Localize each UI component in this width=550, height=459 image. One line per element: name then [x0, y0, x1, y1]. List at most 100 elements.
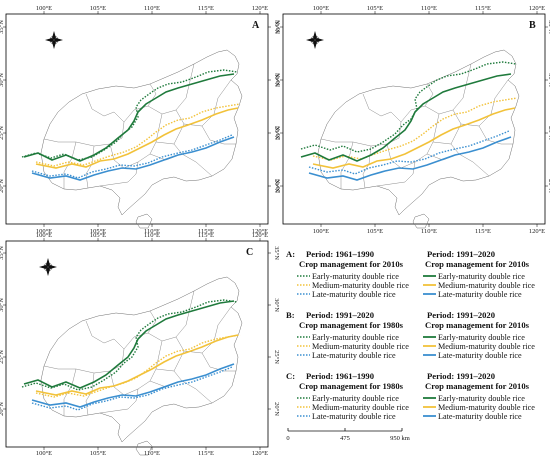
svg-text:Late-maturity double rice: Late-maturity double rice [312, 351, 396, 360]
svg-text:120°E: 120°E [252, 228, 268, 235]
lat-labels-right: 20°N 25°N 30°N 35°N [273, 246, 280, 416]
svg-text:115°E: 115°E [475, 5, 491, 12]
svg-text:Early-maturity double rice: Early-maturity double rice [438, 333, 525, 342]
svg-text:Late-maturity double rice: Late-maturity double rice [438, 351, 522, 360]
svg-text:110°E: 110°E [144, 450, 160, 457]
svg-text:Early-maturity double rice: Early-maturity double rice [438, 272, 525, 281]
svg-text:Early-maturity double rice: Early-maturity double rice [312, 394, 399, 403]
svg-text:35°N: 35°N [0, 20, 5, 34]
legend-period-left: Period: 1991–2020 [306, 310, 374, 320]
lat-labels-left: 20°N 25°N 30°N 35°N [0, 20, 5, 193]
lon-labels-top: 100°E 105°E 110°E 115°E 120°E [313, 5, 545, 12]
axis-ticks [280, 11, 548, 227]
svg-text:100°E: 100°E [313, 5, 329, 12]
svg-text:Medium-maturity double rice: Medium-maturity double rice [312, 281, 409, 290]
svg-text:105°E: 105°E [90, 232, 106, 239]
lat-labels-left: 20°N 25°N 30°N 35°N [0, 246, 5, 416]
svg-text:Late-maturity double rice: Late-maturity double rice [438, 290, 522, 299]
svg-text:30°N: 30°N [275, 73, 282, 87]
lon-labels-top: 100°E 105°E 110°E 115°E 120°E [36, 232, 268, 239]
legend-period-left: Period: 1961–1990 [306, 249, 374, 259]
svg-text:Late-maturity double rice: Late-maturity double rice [312, 290, 396, 299]
legend-letter: B: [286, 310, 295, 320]
svg-text:30°N: 30°N [0, 298, 5, 312]
svg-text:100°E: 100°E [36, 232, 52, 239]
svg-text:25°N: 25°N [547, 126, 550, 140]
panel-b: B 100°E 105°E 110°E 115°E 120°E 100°E 105°E 11… [275, 5, 550, 235]
svg-text:115°E: 115°E [475, 228, 491, 235]
svg-text:Early-maturity double rice: Early-maturity double rice [312, 272, 399, 281]
panel-letter: A [252, 20, 260, 31]
scale-label-475: 475 [340, 435, 350, 442]
svg-text:105°E: 105°E [367, 5, 383, 12]
svg-text:110°E: 110°E [421, 228, 437, 235]
legend-mgmt-left: Crop management for 2010s [299, 259, 404, 269]
svg-text:30°N: 30°N [0, 73, 5, 87]
legend-period-left: Period: 1961–1990 [306, 371, 374, 381]
legend-letter: A: [286, 249, 295, 259]
lat-labels-left: 20°N 25°N 30°N 35°N [275, 20, 282, 193]
lon-labels-top: 100°E 105°E 110°E 115°E 120°E [36, 5, 268, 12]
svg-text:20°N: 20°N [273, 402, 280, 416]
svg-text:30°N: 30°N [273, 298, 280, 312]
svg-text:105°E: 105°E [90, 450, 106, 457]
legend-mgmt-right: Crop management for 2010s [425, 259, 530, 269]
legend-period-right: Period: 1991–2020 [427, 310, 495, 320]
svg-text:110°E: 110°E [144, 228, 160, 235]
svg-text:25°N: 25°N [275, 126, 282, 140]
lon-labels-bottom: 100°E 105°E 110°E 115°E 120°E [313, 228, 545, 235]
lat-labels-right: 20°N 25°N 30°N 35°N [547, 20, 550, 193]
svg-text:25°N: 25°N [0, 126, 5, 140]
legend-mgmt-right: Crop management for 2010s [425, 381, 530, 391]
svg-text:25°N: 25°N [273, 126, 280, 140]
axis-ticks [3, 11, 271, 227]
north-arrow-icon [306, 31, 324, 49]
legend-group-a: A: Period: 1961–1990 Crop management for… [286, 249, 535, 299]
svg-text:30°N: 30°N [273, 73, 280, 87]
legend-group-c: C: Period: 1961–1990 Crop management for… [286, 371, 535, 421]
legend-mgmt-right: Crop management for 2010s [425, 320, 530, 330]
svg-text:100°E: 100°E [36, 228, 52, 235]
legend-group-b: B: Period: 1991–2020 Crop management for… [286, 310, 535, 360]
lon-labels-bottom: 100°E 105°E 110°E 115°E 120°E [36, 228, 268, 235]
svg-text:105°E: 105°E [90, 228, 106, 235]
svg-text:Medium-maturity double rice: Medium-maturity double rice [438, 342, 535, 351]
svg-text:120°E: 120°E [252, 450, 268, 457]
svg-text:Medium-maturity double rice: Medium-maturity double rice [438, 281, 535, 290]
svg-text:120°E: 120°E [529, 5, 545, 12]
svg-text:100°E: 100°E [36, 5, 52, 12]
svg-text:35°N: 35°N [273, 246, 280, 260]
svg-text:Medium-maturity double rice: Medium-maturity double rice [312, 403, 409, 412]
svg-text:35°N: 35°N [275, 20, 282, 34]
svg-text:20°N: 20°N [273, 179, 280, 193]
svg-text:25°N: 25°N [273, 350, 280, 364]
panel-letter: C [246, 247, 253, 258]
svg-text:Late-maturity double rice: Late-maturity double rice [312, 412, 396, 421]
scale-label-950: 950 km [390, 435, 410, 442]
svg-text:Medium-maturity double rice: Medium-maturity double rice [312, 342, 409, 351]
scale-bar: 0 475 950 km [286, 428, 410, 442]
svg-text:115°E: 115°E [198, 5, 214, 12]
svg-text:115°E: 115°E [198, 228, 214, 235]
svg-text:Early-maturity double rice: Early-maturity double rice [438, 394, 525, 403]
legend-mgmt-left: Crop management for 1980s [299, 381, 404, 391]
svg-text:120°E: 120°E [252, 5, 268, 12]
svg-text:Early-maturity double rice: Early-maturity double rice [312, 333, 399, 342]
svg-text:Late-maturity double rice: Late-maturity double rice [438, 412, 522, 421]
panel-letter: B [529, 20, 536, 31]
svg-text:105°E: 105°E [367, 228, 383, 235]
svg-text:105°E: 105°E [90, 5, 106, 12]
axis-ticks [3, 238, 271, 450]
legend-period-right: Period: 1991–2020 [427, 371, 495, 381]
lat-labels-right: 20°N 25°N 30°N 35°N [273, 20, 280, 193]
svg-text:20°N: 20°N [547, 179, 550, 193]
legend-period-right: Period: 1991–2020 [427, 249, 495, 259]
svg-text:115°E: 115°E [198, 232, 214, 239]
panel-a: A 100°E 105°E 110°E 115°E 120°E 100°E 105°E 11… [0, 5, 280, 235]
panel-c: C 100°E 105°E 110°E 115°E 120°E 100°E 105°E 11… [0, 232, 280, 457]
svg-text:35°N: 35°N [273, 20, 280, 34]
svg-text:120°E: 120°E [529, 228, 545, 235]
svg-text:20°N: 20°N [275, 179, 282, 193]
svg-text:20°N: 20°N [0, 179, 5, 193]
